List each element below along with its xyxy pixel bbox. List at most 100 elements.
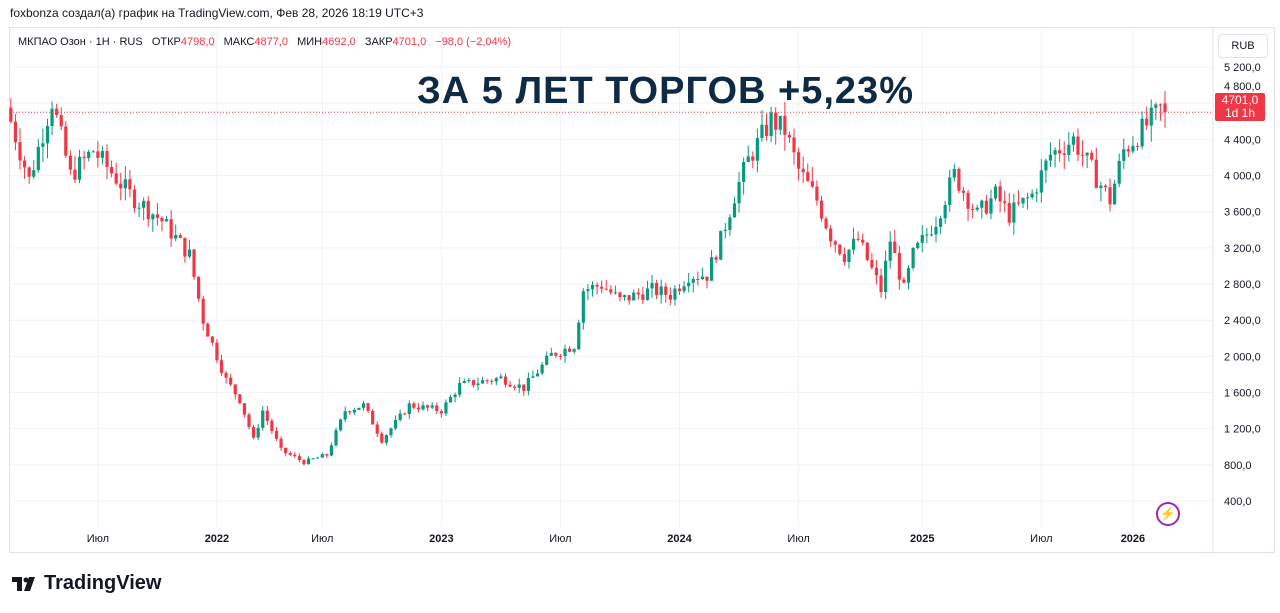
- last-price-badge: 4701,0 1d 1h: [1215, 93, 1265, 121]
- candle-body: [270, 420, 274, 432]
- candle-body: [577, 322, 581, 350]
- candle-body: [989, 198, 993, 214]
- candle-body: [1163, 103, 1167, 113]
- candle-body: [797, 152, 801, 169]
- candle-body: [371, 410, 375, 425]
- candle-body: [224, 372, 228, 378]
- tradingview-logo[interactable]: TradingView: [12, 572, 161, 595]
- candle-body: [229, 377, 233, 385]
- candle-body: [829, 228, 833, 242]
- candle-body: [874, 267, 879, 276]
- candle-body: [851, 238, 856, 250]
- candle-body: [554, 353, 558, 356]
- candle-body: [132, 189, 137, 208]
- candle-body: [705, 276, 709, 281]
- candle-body: [96, 151, 100, 158]
- candle-body: [1039, 170, 1043, 193]
- candle-body: [453, 394, 457, 398]
- candle-body: [458, 382, 462, 395]
- y-tick-label: 1 200,0: [1224, 424, 1261, 436]
- candle-body: [545, 355, 549, 365]
- candle-body: [1085, 152, 1089, 156]
- candle-body: [412, 403, 416, 408]
- overlay-title: ЗА 5 ЛЕТ ТОРГОВ +5,23%: [417, 70, 914, 112]
- candle-body: [288, 453, 292, 455]
- candle-body: [18, 142, 22, 161]
- candle-body: [673, 288, 677, 300]
- candle-body: [847, 249, 851, 262]
- lightning-icon[interactable]: ⚡: [1156, 502, 1180, 526]
- candle-body: [655, 283, 659, 296]
- candle-body: [668, 294, 672, 300]
- candle-body: [297, 456, 301, 461]
- candle-body: [691, 278, 695, 283]
- candle-body: [1016, 202, 1021, 204]
- candle-body: [279, 438, 283, 448]
- candle-body: [806, 172, 810, 182]
- candle-body: [247, 414, 251, 427]
- candle-body: [1021, 197, 1025, 204]
- candle-body: [645, 288, 650, 300]
- candle-body: [604, 288, 608, 290]
- candle-body: [1131, 145, 1135, 152]
- candle-body: [906, 267, 911, 283]
- candle-body: [183, 237, 187, 257]
- candle-body: [810, 181, 814, 187]
- candle-body: [723, 229, 727, 231]
- candle-body: [1035, 192, 1039, 194]
- candle-body: [801, 168, 805, 173]
- candle-body: [1149, 107, 1153, 126]
- candle-body: [36, 146, 40, 171]
- candle-body: [563, 348, 567, 356]
- open-label: ОТКР: [151, 36, 181, 48]
- candle-body: [1026, 197, 1030, 199]
- candle-body: [256, 427, 260, 438]
- candle-body: [1103, 185, 1108, 188]
- candle-body: [448, 397, 453, 403]
- candle-body: [1122, 149, 1126, 161]
- last-price: 4701,0: [1221, 93, 1259, 107]
- candle-body: [398, 413, 402, 420]
- candle-body: [984, 200, 988, 214]
- candle-body: [210, 336, 214, 343]
- candle-body: [1145, 118, 1149, 126]
- candle-body: [77, 156, 82, 180]
- candle-body: [714, 257, 718, 260]
- candle-body: [760, 124, 764, 139]
- x-tick-label: 2024: [667, 533, 692, 545]
- candle-body: [943, 205, 947, 219]
- candle-body: [403, 413, 407, 415]
- candle-body: [316, 457, 320, 459]
- candle-body: [966, 192, 970, 209]
- y-tick-label: 2 400,0: [1224, 315, 1261, 327]
- candle-body: [1094, 159, 1098, 189]
- candle-body: [416, 407, 421, 410]
- candle-body: [842, 254, 846, 262]
- candle-body: [980, 200, 984, 208]
- candle-body: [622, 295, 627, 298]
- candle-body: [439, 411, 443, 414]
- candle-body: [787, 134, 792, 138]
- candle-body: [700, 276, 705, 280]
- candle-body: [242, 403, 247, 415]
- candle-body: [343, 411, 347, 420]
- candle-body: [174, 235, 178, 239]
- candle-body: [682, 286, 686, 292]
- symbol-name[interactable]: МКПАО Озон · 1H · RUS: [18, 36, 143, 48]
- candle-body: [1012, 202, 1016, 223]
- chart-frame[interactable]: [9, 27, 1275, 553]
- candle-body: [1067, 144, 1071, 155]
- currency-button[interactable]: RUB: [1218, 34, 1268, 58]
- brand-name: TradingView: [44, 572, 162, 594]
- candle-body: [893, 241, 897, 254]
- candle-body: [774, 112, 778, 130]
- y-tick-label: 400,0: [1224, 496, 1252, 508]
- candle-body: [485, 380, 489, 382]
- candle-body: [879, 275, 883, 293]
- candle-body: [815, 186, 819, 201]
- candle-body: [1058, 150, 1062, 154]
- candle-body: [110, 166, 114, 174]
- x-tick-label: Июл: [549, 533, 571, 545]
- candle-body: [590, 284, 595, 290]
